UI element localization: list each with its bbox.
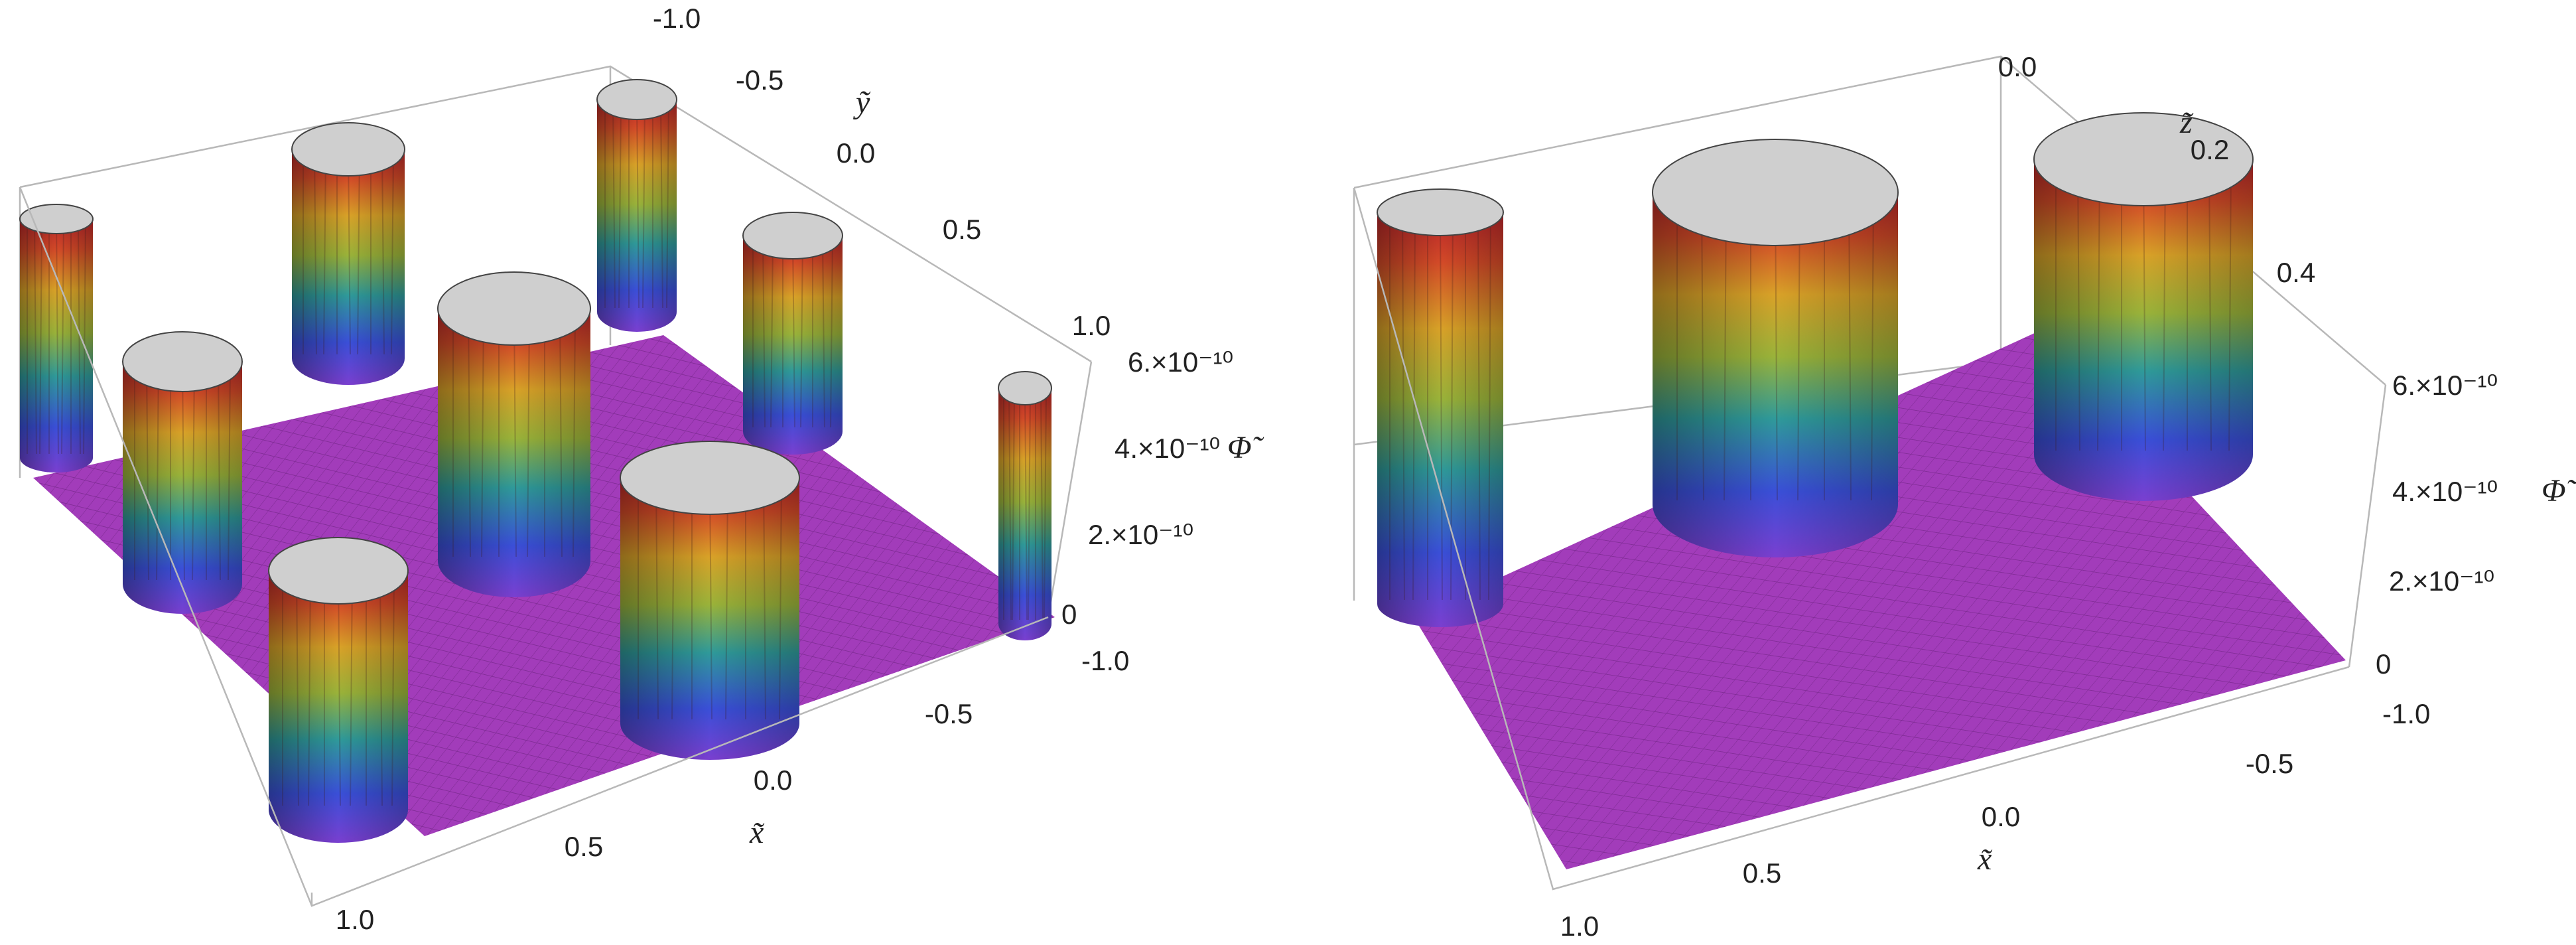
y-tick-label: -1.0 (653, 3, 701, 34)
y-tick-label: 0.4 (2277, 257, 2315, 288)
y-axis-label: ỹ (852, 85, 871, 120)
x-tick-label: -0.5 (925, 698, 973, 729)
pillar-left (122, 331, 243, 614)
surface-plot-right: -1.0 -0.5 0.0 0.5 1.0 0.0 0.2 0.4 0 2.×10⁻¹⁰ 4.×10… (1288, 0, 2576, 945)
x-tick-label: -0.5 (2246, 748, 2293, 779)
x-tick-label: 0.5 (1743, 857, 1781, 889)
pillar-back-center (291, 122, 405, 385)
surface-plot-right-canvas: -1.0 -0.5 0.0 0.5 1.0 0.0 0.2 0.4 0 2.×10⁻¹⁰ 4.×10… (1353, 51, 2576, 942)
z-tick-label: 4.×10⁻¹⁰ (1115, 433, 1220, 464)
pillar-back-right (596, 79, 677, 332)
y-axis-label: z̃ (2179, 105, 2193, 140)
z-tick-label: 0 (2376, 648, 2391, 680)
x-axis-label: x̃ (749, 815, 764, 850)
pillar-right (2033, 112, 2254, 501)
x-tick-label: 0.0 (1982, 801, 2020, 832)
x-tick-label: 0.0 (754, 764, 792, 796)
y-tick-label: 0.0 (837, 137, 875, 169)
pillar-center (1652, 139, 1899, 557)
pillar-front-right (620, 441, 800, 760)
x-tick-label: 0.5 (565, 831, 603, 862)
z-tick-label: 6.×10⁻¹⁰ (1128, 346, 1233, 378)
pillar-right-edge (998, 371, 1052, 640)
bounding-box-front (19, 186, 1049, 907)
pillar-right (742, 212, 843, 455)
z-tick-label: 2.×10⁻¹⁰ (1088, 519, 1193, 550)
z-tick-label: 4.×10⁻¹⁰ (2392, 476, 2498, 507)
y-tick-label: 0.0 (1998, 51, 2037, 82)
y-tick-label: 0.5 (943, 214, 981, 245)
pillar-center (437, 271, 591, 597)
pillar-group (19, 79, 1052, 843)
y-tick-label: 1.0 (1072, 310, 1111, 341)
x-tick-label: 1.0 (1560, 910, 1599, 942)
pillar-group (1377, 112, 2254, 627)
bounding-box-front (1353, 187, 2350, 891)
z-tick-label: 0 (1061, 599, 1077, 630)
y-tick-label: -0.5 (736, 64, 783, 96)
pillar-corner-back-left (19, 204, 94, 472)
z-tick-label: 2.×10⁻¹⁰ (2389, 565, 2494, 597)
tick-labels: -1.0 -0.5 0.0 0.5 1.0 -1.0 -0.5 0.0 0.5 1.0 0 2.×10… (336, 3, 1233, 935)
surface-plot-left: -1.0 -0.5 0.0 0.5 1.0 -1.0 -0.5 0.0 0.5 1.0 0 2.×10… (19, 3, 1264, 935)
tick-labels: -1.0 -0.5 0.0 0.5 1.0 0.0 0.2 0.4 0 2.×10⁻¹⁰ 4.×10… (1560, 51, 2498, 942)
pillar-front-left (268, 537, 409, 843)
pillar-left (1377, 188, 1504, 627)
x-axis-label: x̃ (1977, 841, 1992, 877)
x-tick-label: -1.0 (1081, 645, 1129, 676)
y-tick-label: 0.2 (2191, 134, 2229, 165)
x-tick-label: 1.0 (336, 904, 374, 935)
surface-plot-left-canvas: -1.0 -0.5 0.0 0.5 1.0 -1.0 -0.5 0.0 0.5 1.0 0 2.×10… (19, 3, 1264, 935)
z-tick-label: 6.×10⁻¹⁰ (2392, 370, 2498, 401)
x-tick-label: -1.0 (2382, 698, 2430, 729)
z-axis-label: Φ̃ (1227, 430, 1264, 465)
z-axis-label: Φ̃ (2542, 473, 2576, 508)
